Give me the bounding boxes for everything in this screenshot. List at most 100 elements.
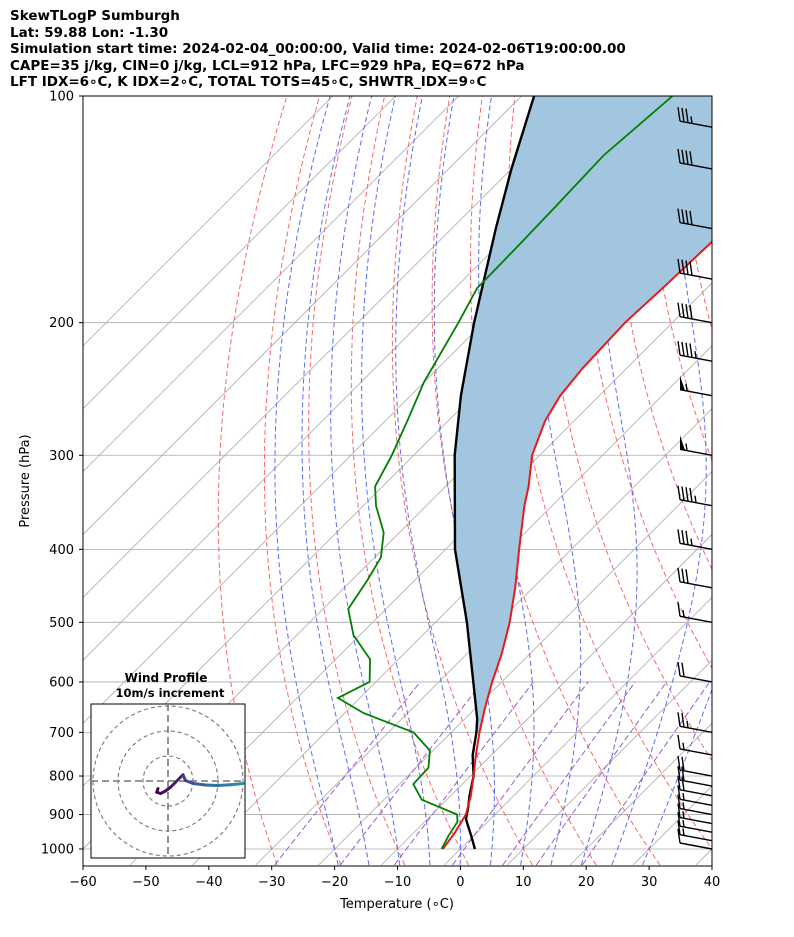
wind-barb-staff — [679, 789, 713, 797]
mixing-ratio-line — [502, 681, 636, 866]
dry-adiabat-line — [644, 96, 712, 462]
dewpoint-profile-line — [336, 96, 674, 850]
wind-barb-feather — [685, 342, 689, 357]
title-times: Simulation start time: 2024-02-04_00:00:… — [10, 41, 626, 58]
isotherm-line — [507, 659, 712, 866]
wind-barb — [677, 812, 713, 833]
wind-barb-feather — [685, 569, 689, 584]
wind-barb-staff — [679, 615, 713, 624]
hodograph-inset: Wind Profile 10m/s increment — [90, 671, 246, 859]
wind-barb-pennant — [680, 375, 685, 391]
wind-barb-staff — [679, 834, 713, 842]
dry-adiabat-line — [308, 96, 406, 866]
isotherm-line — [255, 408, 712, 866]
wind-barb-feather — [681, 766, 685, 781]
wind-barb-feather — [677, 765, 681, 781]
wind-barb-feather — [677, 794, 681, 809]
dry-adiabat-line — [709, 96, 712, 126]
wind-barb-feather — [685, 487, 689, 502]
x-tick-label: 20 — [578, 875, 595, 890]
y-tick-label: 800 — [49, 770, 74, 785]
moist-adiabat-line — [580, 96, 638, 866]
moist-adiabat-line — [361, 96, 431, 865]
wind-barb — [677, 258, 713, 280]
hodograph-trace-segment — [155, 787, 160, 794]
wind-barb-staff — [679, 448, 713, 456]
wind-barb-feather — [689, 304, 693, 320]
x-axis-label: Temperature (∘C) — [339, 897, 454, 912]
isotherm-line — [381, 533, 712, 866]
wind-barb — [677, 712, 713, 734]
wind-barb-feather — [677, 302, 681, 317]
isotherm-line — [83, 96, 334, 347]
wind-barb — [677, 485, 713, 507]
wind-barb-staff — [679, 816, 713, 825]
x-tick-label: 30 — [641, 875, 658, 890]
wind-barb-staff — [679, 798, 713, 807]
isotherm-line — [444, 596, 712, 866]
x-tick-label: −60 — [69, 875, 96, 890]
wind-barb-feather — [677, 820, 681, 835]
wind-barb-feather — [677, 755, 681, 771]
wind-barb-staff — [679, 825, 713, 833]
x-tick-label: −50 — [132, 875, 159, 890]
wind-barb-feather — [677, 341, 681, 356]
wind-barb-feather — [685, 530, 689, 545]
wind-barb-feather — [677, 107, 681, 122]
dry-adiabat-line — [543, 96, 712, 762]
x-tick-label: −10 — [384, 875, 411, 890]
wind-barb-feather — [685, 209, 689, 225]
wind-barb-half-feather — [682, 802, 685, 810]
isotherm-line — [192, 345, 712, 866]
wind-barb-feather — [681, 756, 685, 771]
moist-adiabat-line — [274, 96, 339, 866]
wind-barb-staff — [679, 779, 713, 787]
wind-barb-feather — [677, 258, 681, 274]
title-cape-stats: CAPE=35 j/kg, CIN=0 j/kg, LCL=912 hPa, L… — [10, 57, 525, 74]
hodograph-trace-segment — [204, 783, 220, 787]
wind-barb-feather — [677, 812, 681, 827]
mixing-ratio-line — [393, 681, 534, 866]
moist-adiabat-line — [301, 96, 370, 866]
dry-adiabat-line — [577, 96, 712, 670]
wind-barb-half-feather — [682, 792, 685, 801]
y-tick-label: 400 — [49, 543, 74, 558]
wind-barb — [677, 775, 713, 797]
wind-barb-staff — [679, 769, 713, 777]
wind-barb — [677, 755, 713, 777]
wind-barb-staff — [679, 842, 713, 850]
x-tick-label: 40 — [704, 875, 721, 890]
wind-barb — [677, 208, 713, 230]
wind-barb — [677, 785, 713, 807]
wind-barb-feather — [677, 785, 681, 800]
dry-adiabat-line — [743, 96, 794, 865]
isotherm-line — [759, 96, 794, 865]
wind-barb-feather — [681, 713, 685, 728]
wind-barb — [677, 765, 713, 787]
wind-barb — [679, 375, 713, 397]
wind-barb-pennant — [680, 435, 685, 451]
isotherm-line — [318, 471, 712, 866]
x-tick-label: −40 — [195, 875, 222, 890]
wind-barb-feather — [677, 775, 681, 790]
wind-barb-feather — [685, 150, 689, 165]
x-tick-label: −30 — [258, 875, 285, 890]
wind-barb-feather — [677, 148, 681, 164]
wind-barb-half-feather — [694, 351, 697, 359]
x-tick-label: 10 — [515, 875, 532, 890]
hodograph-trace-segment — [229, 782, 245, 787]
y-tick-label: 100 — [49, 90, 74, 105]
wind-barb-staff — [679, 388, 713, 397]
hodograph-plot — [91, 704, 245, 858]
temperature-profile-line — [441, 240, 712, 850]
mixing-ratio-line — [274, 681, 421, 866]
wind-barb-feather — [681, 530, 685, 545]
moist-adiabat-line — [330, 96, 401, 866]
dry-adiabat-line — [775, 96, 794, 865]
title-station: SkewTLogP Sumburgh — [10, 8, 180, 24]
wind-barb-feather — [681, 259, 685, 274]
profile-layer — [336, 96, 712, 850]
y-tick-label: 600 — [49, 675, 74, 690]
wind-barb — [677, 734, 713, 756]
